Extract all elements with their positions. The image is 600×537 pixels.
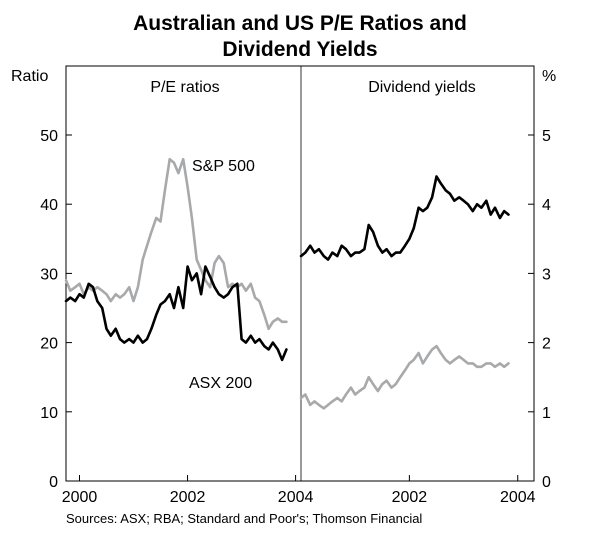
pe-ytick-label: 20 <box>40 336 58 353</box>
chart-source: Sources: ASX; RBA; Standard and Poor's; … <box>66 511 422 526</box>
dy-ytick-label: 5 <box>542 128 551 145</box>
left-axis-label: Ratio <box>11 68 48 85</box>
right-axis-label: % <box>542 68 556 85</box>
pe-ytick-label: 50 <box>40 128 58 145</box>
pe-ytick-label: 40 <box>40 197 58 214</box>
dy-ytick-label: 0 <box>542 474 551 491</box>
pe-xtick-label: 2000 <box>62 489 98 506</box>
pe-line-asx200 <box>64 265 288 362</box>
dy-panel-subtitle: Dividend yields <box>368 79 476 96</box>
pe-ytick-label: 10 <box>40 405 58 422</box>
dy-ytick-label: 4 <box>542 197 551 214</box>
pe-xtick-label: 2002 <box>170 489 206 506</box>
chart-title-line2: Dividend Yields <box>222 38 377 61</box>
pe-panel-subtitle: P/E ratios <box>150 79 219 96</box>
dy-xtick-label: 2002 <box>392 489 428 506</box>
chart-title-line1: Australian and US P/E Ratios and <box>133 12 467 35</box>
annotation-sp500: S&P 500 <box>192 158 255 175</box>
pe-ytick-label: 30 <box>40 266 58 283</box>
pe-line-sp500 <box>64 157 288 331</box>
annotation-asx200: ASX 200 <box>189 375 252 392</box>
dy-ytick-label: 3 <box>542 266 551 283</box>
dy-line-asx200 <box>299 175 510 261</box>
pe-ytick-label: 0 <box>49 474 58 491</box>
dy-xtick-label: 2004 <box>500 489 536 506</box>
dy-line-sp500 <box>299 344 510 410</box>
dy-ytick-label: 1 <box>542 405 551 422</box>
dy-ytick-label: 2 <box>542 336 551 353</box>
pe-xtick-label: 2004 <box>278 489 314 506</box>
